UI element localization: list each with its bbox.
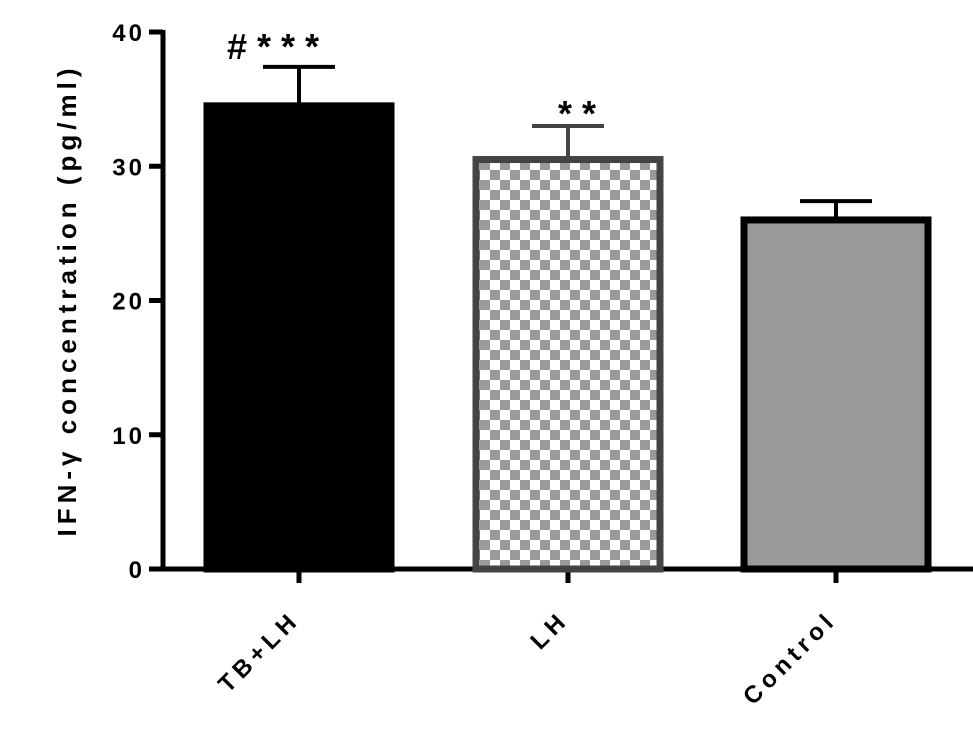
bar-lh (472, 156, 664, 573)
bars (203, 64, 932, 573)
y-tick-label: 40 (112, 20, 145, 47)
significance-annotation: * * (558, 93, 596, 134)
x-category-label: TB+LH (213, 606, 305, 698)
x-category-label: LH (525, 606, 574, 655)
y-tick-label: 20 (112, 289, 145, 316)
y-tick-label: 10 (112, 423, 145, 450)
x-category-label: Control (738, 606, 842, 710)
significance-annotation: # * * * (227, 26, 319, 67)
y-tick-label: 30 (112, 154, 145, 181)
y-tick-label: 0 (129, 557, 145, 584)
bar-control (740, 216, 932, 573)
bar-tb-lh (203, 102, 395, 573)
y-axis-title: IFN-γ concentration (pg/ml) (52, 64, 82, 537)
labels: # * * * * * IFN-γ concentration (pg/ml) (52, 26, 596, 537)
x-axis: TB+LH LH Control (161, 566, 973, 710)
y-axis: 0 10 20 30 40 (112, 20, 166, 584)
